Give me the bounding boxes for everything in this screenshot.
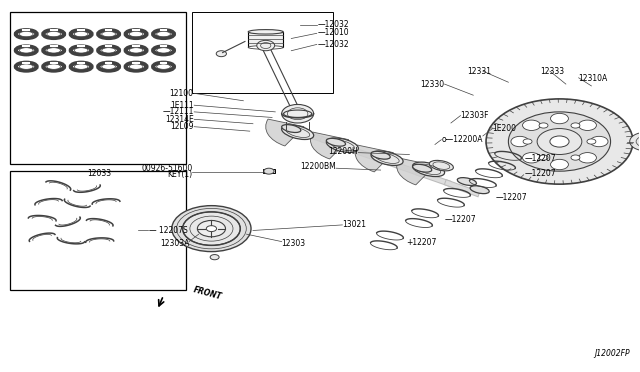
Text: 12333: 12333 [540,67,564,76]
Text: 12303A: 12303A [161,239,189,248]
Circle shape [550,113,568,124]
Text: 12303F: 12303F [461,111,489,120]
Ellipse shape [102,64,115,69]
Ellipse shape [74,31,88,37]
Ellipse shape [157,64,170,69]
Circle shape [579,153,596,163]
Text: 12100: 12100 [170,89,193,98]
Circle shape [522,153,540,163]
Ellipse shape [413,164,432,172]
Text: —12032: —12032 [318,39,349,49]
Ellipse shape [248,30,284,34]
Ellipse shape [282,125,314,140]
Bar [248,32,284,47]
Circle shape [257,40,275,51]
Wedge shape [397,158,435,185]
Bar [10,171,186,290]
Text: KEY(1): KEY(1) [167,170,192,179]
Circle shape [579,120,596,131]
Circle shape [587,139,596,144]
Circle shape [571,155,580,160]
Ellipse shape [470,186,489,194]
Circle shape [537,129,582,154]
Ellipse shape [157,31,170,37]
Circle shape [550,136,569,147]
Circle shape [571,123,580,128]
Text: —12207: —12207 [524,169,556,177]
Text: 1E200: 1E200 [492,124,516,133]
Ellipse shape [74,64,88,69]
Bar [10,12,186,164]
Ellipse shape [326,138,358,153]
Text: 00926-51600: 00926-51600 [141,164,192,173]
Ellipse shape [458,177,476,186]
Circle shape [508,112,611,171]
Ellipse shape [129,31,143,37]
Wedge shape [355,145,394,172]
Text: 12L09: 12L09 [170,122,193,131]
Ellipse shape [19,48,33,53]
Circle shape [216,51,227,57]
Ellipse shape [102,31,115,37]
Ellipse shape [371,151,390,159]
Text: 1E111: 1E111 [170,101,193,110]
Circle shape [550,159,568,170]
Ellipse shape [282,125,301,132]
Text: —12111: —12111 [162,108,193,116]
Text: +12207: +12207 [406,238,436,247]
Text: o—12200A: o—12200A [442,135,483,144]
Text: 12331: 12331 [467,67,491,76]
Text: —12207: —12207 [524,154,556,163]
Circle shape [539,123,548,128]
Text: 12200BM: 12200BM [300,162,336,171]
Circle shape [539,155,548,160]
Ellipse shape [248,45,284,49]
Circle shape [486,99,633,184]
Text: 12314E: 12314E [165,115,193,124]
Wedge shape [310,132,349,159]
Ellipse shape [413,162,445,177]
Circle shape [630,132,640,151]
Text: —12207: —12207 [495,193,527,202]
Text: 12330: 12330 [420,80,445,89]
Text: —12207: —12207 [445,215,476,224]
Ellipse shape [429,160,453,171]
Text: 12033: 12033 [88,169,112,177]
Bar [262,169,275,173]
Ellipse shape [74,48,88,53]
Text: 12303: 12303 [282,239,306,248]
Wedge shape [266,119,304,146]
Circle shape [197,221,225,237]
Ellipse shape [47,48,61,53]
Circle shape [210,254,219,260]
Ellipse shape [19,64,33,69]
Circle shape [282,105,314,123]
Ellipse shape [371,151,403,166]
Circle shape [590,137,608,147]
Text: FRONT: FRONT [192,285,223,302]
Ellipse shape [19,31,33,37]
Text: 13021: 13021 [342,221,366,230]
Ellipse shape [102,48,115,53]
Circle shape [522,120,540,131]
Ellipse shape [129,64,143,69]
Ellipse shape [157,48,170,53]
Circle shape [523,139,532,144]
Circle shape [206,226,216,232]
Circle shape [264,168,274,174]
Circle shape [511,137,529,147]
Ellipse shape [129,48,143,53]
Text: 12200H: 12200H [328,147,358,156]
Text: 12310A: 12310A [579,74,608,83]
Text: —12010: —12010 [318,28,349,38]
Circle shape [182,212,240,245]
Text: J12002FP: J12002FP [594,349,630,358]
Circle shape [172,206,251,251]
Ellipse shape [326,138,346,146]
Text: — 12207S: — 12207S [149,226,188,235]
Ellipse shape [47,64,61,69]
Bar [192,12,333,93]
Ellipse shape [47,31,61,37]
Text: —12032: —12032 [318,20,349,29]
